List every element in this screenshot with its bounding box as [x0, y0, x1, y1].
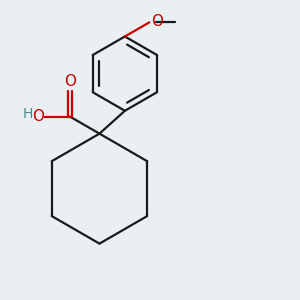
Text: O: O	[64, 74, 76, 89]
Text: O: O	[151, 14, 163, 29]
Text: O: O	[32, 109, 44, 124]
Text: H: H	[23, 107, 33, 121]
